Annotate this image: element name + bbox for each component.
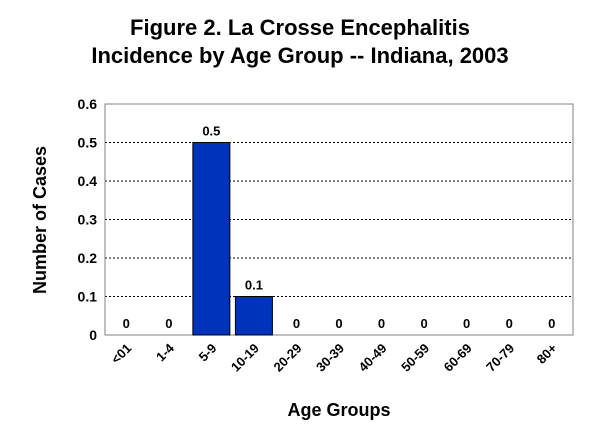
x-axis-label: Age Groups [287,400,390,420]
y-tick-label: 0.4 [78,173,98,189]
x-tick-label: 20-29 [270,341,304,375]
data-label: 0.5 [202,124,220,139]
y-tick-label: 0.5 [78,135,98,151]
chart-title-line-2: Incidence by Age Group -- Indiana, 2003 [91,43,508,68]
data-label: 0 [378,316,385,331]
data-label: 0 [506,316,513,331]
y-tick-label: 0.6 [78,96,98,112]
y-tick-label: 0.2 [78,250,98,266]
x-tick-label: 60-69 [441,341,475,375]
x-tick-label: 70-79 [483,341,517,375]
x-tick-label: 1-4 [153,340,177,364]
y-tick-label: 0 [89,327,97,343]
plot-area-frame [104,103,574,336]
x-tick-label: <01 [108,341,134,367]
data-label: 0 [165,316,172,331]
x-tick-label: 10-19 [228,341,262,375]
x-tick-label: 50-59 [398,341,432,375]
bar-10-19 [234,296,273,336]
x-tick-label: 5-9 [196,341,220,365]
chart-title-line-1: Figure 2. La Crosse Encephalitis [130,15,470,40]
data-label: 0 [335,316,342,331]
x-tick-label: 80+ [534,340,560,366]
y-tick-label: 0.3 [78,212,98,228]
data-label: 0 [123,316,130,331]
data-label: 0.1 [245,278,263,293]
x-tick-label: 30-39 [313,341,347,375]
bar-5-9 [192,142,231,336]
data-label: 0 [463,316,470,331]
data-label: 0 [548,316,555,331]
y-tick-label: 0.1 [78,289,98,305]
data-label: 0 [293,316,300,331]
x-tick-label: 40-49 [356,341,390,375]
y-axis-label: Number of Cases [30,146,50,294]
data-label: 0 [420,316,427,331]
